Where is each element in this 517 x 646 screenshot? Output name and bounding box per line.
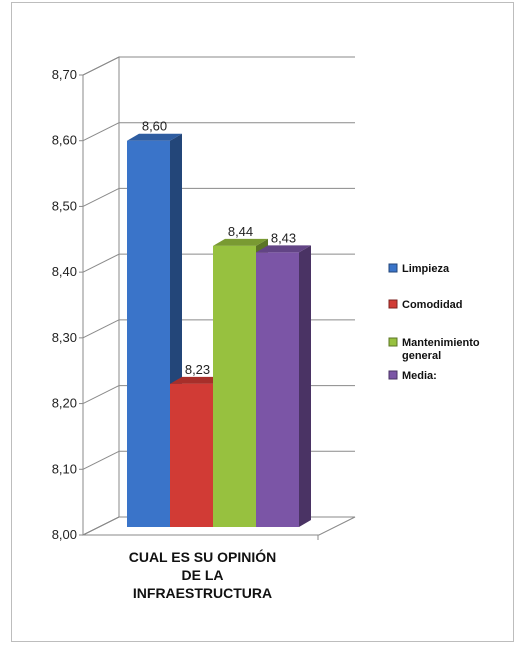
data-label: 8,43 <box>271 230 296 245</box>
x-category-line-3: INFRAESTRUCTURA <box>132 585 273 601</box>
grid-diagonal <box>82 385 120 405</box>
data-label: 8,23 <box>185 362 210 377</box>
grid-diagonal <box>82 319 120 339</box>
bar-top <box>127 133 182 141</box>
legend-label: Media: <box>402 370 437 382</box>
y-tick-label: 8,60 <box>52 133 77 148</box>
legend-label: Mantenimiento <box>402 337 480 349</box>
grid-diagonal <box>82 187 120 207</box>
bar-front <box>127 140 170 527</box>
grid-diagonal <box>82 450 120 470</box>
y-tick-label: 8,50 <box>52 198 77 213</box>
grid-diagonal <box>82 253 120 273</box>
bar-side <box>299 245 311 527</box>
y-tick-label: 8,70 <box>52 67 77 82</box>
legend-item: Media: <box>388 370 437 382</box>
legend-item: Limpieza <box>388 263 450 275</box>
bar-top <box>213 238 268 246</box>
legend-swatch <box>388 337 398 347</box>
y-axis-ticks: 8,00 8,10 8,20 8,30 8,40 8,50 8,60 8,70 <box>52 67 319 542</box>
grid-diagonal <box>82 56 120 76</box>
legend-label: Limpieza <box>402 263 450 275</box>
left-wall <box>82 56 120 536</box>
legend-label: general <box>402 350 441 362</box>
bar-front <box>256 252 299 527</box>
legend-swatch <box>388 299 398 309</box>
bar-front <box>213 245 256 527</box>
bar-top <box>170 376 225 384</box>
legend-swatch <box>388 370 398 380</box>
y-tick-label: 8,00 <box>52 527 77 542</box>
legend-item: Comodidad <box>388 299 463 311</box>
y-tick-label: 8,30 <box>52 330 77 345</box>
bars <box>127 133 311 527</box>
x-category-line-1: CUAL ES SU OPINIÓN <box>128 549 277 565</box>
y-tick-label: 8,10 <box>52 461 77 476</box>
x-category-line-2: DE LA <box>181 567 224 583</box>
bar-top <box>256 245 311 253</box>
bar-front <box>170 383 213 527</box>
y-tick-label: 8,40 <box>52 264 77 279</box>
legend-swatch <box>388 263 398 273</box>
data-labels: 8,60 8,23 8,44 8,43 <box>142 119 296 377</box>
x-category-label: CUAL ES SU OPINIÓN DE LA INFRAESTRUCTURA <box>80 548 325 602</box>
bar-4 <box>256 245 311 527</box>
data-label: 8,60 <box>142 119 167 134</box>
y-tick-label: 8,20 <box>52 396 77 411</box>
grid-diagonal <box>82 122 120 142</box>
data-label: 8,44 <box>228 224 253 239</box>
grid-diagonal <box>82 516 120 536</box>
legend-label: Comodidad <box>402 299 463 311</box>
